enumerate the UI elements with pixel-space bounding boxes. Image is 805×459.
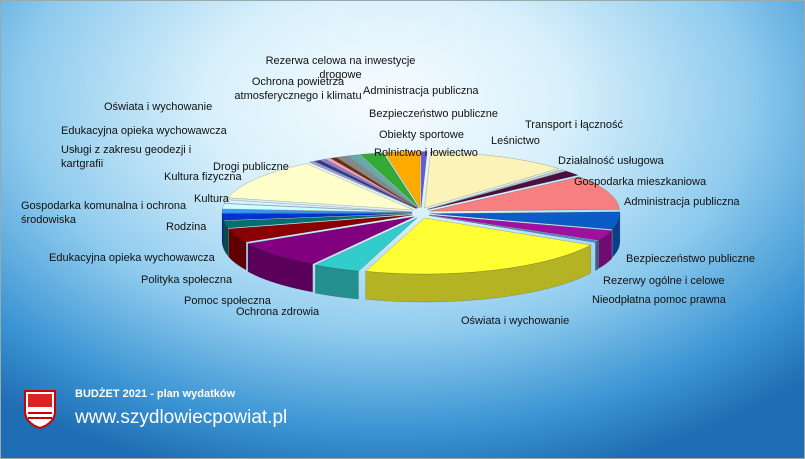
slice — [227, 163, 414, 211]
slice-label: Rezerwy ogólne i celowe — [603, 275, 725, 287]
slice — [365, 217, 592, 275]
slice-label: Kultura — [194, 193, 229, 205]
slice-label: Bezpieczeństwo publiczne — [369, 108, 499, 120]
slice — [424, 151, 560, 209]
slice-side — [595, 240, 599, 271]
slice-label: Ochrona zdrowia — [236, 306, 320, 318]
slice-label: Administracja publiczna — [363, 85, 479, 97]
slice-label: Polityka społeczna — [141, 274, 233, 286]
slice-label: Rolnictwo i łowiectwo — [374, 147, 478, 159]
slice-label: Transport i łączność — [525, 119, 624, 131]
slice-label: Usługi z zakresu geodezji i kartgrafii — [61, 144, 192, 170]
slice-label: Edukacyjna opieka wychowawcza — [49, 252, 215, 264]
slice-label: Leśnictwo — [491, 135, 540, 147]
slice-label: Rodzina — [166, 221, 207, 233]
slice-label: Nieodpłatna pomoc prawna — [592, 294, 726, 306]
slice-label: Oświata i wychowanie — [461, 315, 570, 327]
slice-label: Pomoc społeczna — [184, 295, 271, 307]
slice — [319, 158, 417, 209]
slice-label: Kultura fizyczna — [164, 171, 242, 183]
slice — [429, 214, 613, 241]
footer-url: www.szydlowiecpowiat.pl — [75, 407, 288, 428]
slice-label: Edukacyjna opieka wychowawcza — [61, 125, 227, 137]
slice — [330, 157, 418, 209]
slice — [221, 213, 413, 221]
slice — [429, 176, 620, 212]
slice — [335, 155, 418, 209]
slice — [428, 215, 599, 243]
footer-heading: BUDŻET 2021 - plan wydatków — [75, 388, 236, 400]
slice-side — [247, 243, 313, 293]
slice — [324, 158, 417, 209]
slice-label: Działalność usługowa — [558, 155, 664, 167]
slice-label: Gospodarka komunalna i ochrona środowisk… — [21, 200, 187, 226]
slice — [228, 214, 413, 243]
slice-label: Rezerwa celowa na inwestycje drogowe — [265, 55, 416, 81]
slice — [221, 209, 413, 214]
slice — [314, 217, 418, 272]
slice — [247, 216, 415, 265]
slice — [222, 203, 413, 213]
logo — [24, 390, 56, 430]
slice-label: Obiekty sportowe — [379, 129, 464, 141]
slice-label: Administracja publiczna — [624, 196, 740, 208]
slice — [427, 169, 567, 210]
slice — [224, 199, 413, 213]
slice — [427, 170, 579, 210]
slice-label: Ochrona powietrza atmosferycznego i klim… — [234, 76, 362, 102]
slice — [313, 159, 417, 209]
slice-label: Drogi publiczne — [213, 161, 289, 173]
slice-label: Bezpieczeństwo publiczne — [626, 253, 756, 265]
slice — [223, 213, 413, 229]
slice — [420, 151, 428, 208]
slice — [429, 211, 621, 230]
slice-label: Gospodarka mieszkaniowa — [574, 176, 707, 188]
slice-label: Oświata i wychowanie — [104, 101, 213, 113]
slice — [384, 151, 421, 209]
slice — [359, 152, 419, 208]
slice — [347, 154, 419, 209]
slice — [308, 160, 417, 209]
